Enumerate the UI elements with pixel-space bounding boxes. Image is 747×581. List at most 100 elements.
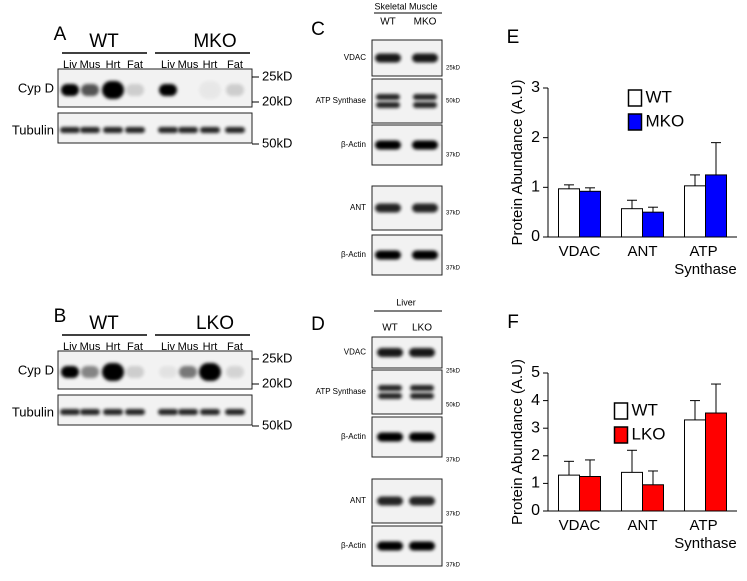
row-label: β-Actin — [341, 432, 366, 441]
marker-label: 25kD — [262, 350, 292, 365]
band — [158, 409, 178, 415]
x-tick-label: ANT — [628, 243, 658, 260]
band — [413, 94, 437, 100]
marker-label: 50kD — [446, 99, 461, 105]
bar — [579, 190, 601, 238]
band — [412, 250, 438, 260]
bar — [642, 211, 664, 238]
band — [102, 81, 124, 99]
bar — [621, 208, 643, 238]
band — [81, 84, 99, 96]
band — [159, 366, 177, 378]
panel-letter: B — [54, 306, 67, 327]
legend-swatch — [627, 89, 643, 107]
lane-label: Fat — [127, 59, 143, 71]
legend-label: LKO — [632, 424, 666, 443]
y-tick-label: 0 — [531, 502, 540, 519]
band — [409, 432, 435, 442]
band — [412, 53, 438, 63]
band — [226, 366, 244, 378]
band — [199, 81, 221, 99]
lane-label: Hrt — [106, 341, 121, 353]
band — [409, 496, 435, 506]
marker-label: 20kD — [262, 93, 292, 108]
lane-label: WT — [382, 323, 398, 334]
bar — [684, 185, 706, 238]
marker-label: 37kD — [446, 512, 461, 518]
blot — [371, 78, 443, 124]
legend-swatch — [613, 402, 629, 420]
row-label: Tubulin — [12, 404, 54, 419]
x-tick-label: ANT — [628, 517, 658, 534]
bar — [558, 474, 580, 512]
x-tick-label: VDAC — [559, 243, 601, 260]
band — [412, 140, 438, 150]
marker-label: 37kD — [446, 563, 461, 569]
lane-label: Liv — [161, 341, 176, 353]
lane-label: LKO — [412, 323, 432, 334]
y-tick-label: 0 — [531, 228, 540, 245]
band — [409, 348, 435, 357]
lane-label: Hrt — [106, 59, 121, 71]
marker-label: 50kD — [446, 403, 461, 409]
lane-label: Hrt — [203, 341, 218, 353]
lane-label: Fat — [227, 341, 243, 353]
marker-label: 25kD — [446, 66, 461, 72]
band — [413, 102, 437, 108]
x-tick-label: ATP Synthase — [674, 517, 737, 552]
marker-label: 37kD — [446, 266, 461, 272]
row-label: Cyp D — [18, 80, 54, 95]
bar — [642, 484, 664, 512]
band — [378, 385, 402, 391]
band — [375, 250, 401, 260]
row-label: Tubulin — [12, 122, 54, 137]
row-label: ATP Synthase — [316, 387, 367, 396]
panel-letter: D — [311, 314, 325, 335]
band — [179, 366, 197, 378]
panel-letter: E — [507, 27, 520, 48]
band — [225, 127, 245, 133]
marker-label: 37kD — [446, 458, 461, 464]
band — [200, 409, 220, 415]
marker-label: 50kD — [262, 135, 292, 150]
y-tick-label: 1 — [531, 179, 540, 196]
band — [158, 127, 178, 133]
y-tick-label: 3 — [531, 419, 540, 436]
band — [412, 203, 438, 213]
lane-label: Fat — [227, 59, 243, 71]
band — [61, 84, 79, 96]
panel-letter: F — [507, 312, 519, 333]
row-label: VDAC — [344, 53, 366, 62]
legend-label: WT — [632, 400, 658, 419]
lane-label: Liv — [63, 341, 78, 353]
x-tick-label: VDAC — [559, 517, 601, 534]
band — [125, 409, 145, 415]
bar — [621, 471, 643, 512]
band — [81, 366, 99, 378]
band — [377, 432, 403, 442]
y-tick-label: 4 — [531, 392, 540, 409]
lane-label: MKO — [414, 17, 437, 28]
legend-label: MKO — [646, 111, 685, 130]
lane-label: Liv — [161, 59, 176, 71]
band — [60, 409, 80, 415]
y-tick-label: 1 — [531, 475, 540, 492]
band — [126, 84, 144, 96]
row-label: ATP Synthase — [316, 96, 367, 105]
panel-title: Liver — [396, 297, 416, 307]
band — [409, 541, 435, 551]
band — [226, 84, 244, 96]
marker-label: 37kD — [446, 211, 461, 217]
band — [102, 363, 124, 381]
band — [376, 102, 400, 108]
row-label: β-Actin — [341, 140, 366, 149]
y-tick-label: 2 — [531, 447, 540, 464]
band — [200, 127, 220, 133]
band — [225, 409, 245, 415]
panel-letter: A — [54, 24, 67, 45]
lane-label: Liv — [63, 59, 78, 71]
marker-label: 37kD — [446, 153, 461, 159]
row-label: ANT — [350, 203, 366, 212]
bar — [705, 412, 727, 512]
group-label: LKO — [196, 313, 234, 334]
